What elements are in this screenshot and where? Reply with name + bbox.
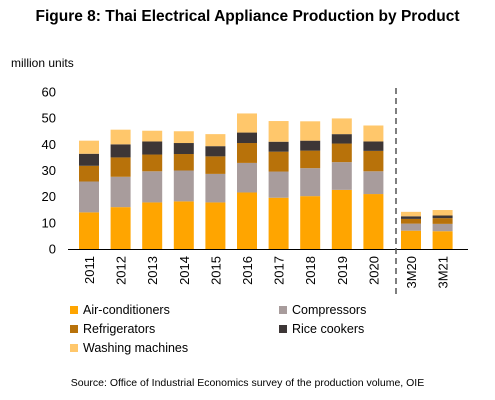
bar-segment-rice-cookers bbox=[363, 141, 384, 151]
bar-segment-washing-machines bbox=[401, 211, 421, 217]
x-tick-label: 2014 bbox=[177, 256, 192, 285]
bar-segment-air-conditioners bbox=[142, 202, 163, 249]
x-tick-label: 2018 bbox=[303, 256, 318, 285]
bar-segment-compressors bbox=[142, 171, 163, 203]
x-tick-label: 3M21 bbox=[436, 256, 451, 289]
bar-segment-compressors bbox=[300, 168, 321, 197]
bar-segment-refrigerators bbox=[110, 157, 131, 177]
bar-segment-air-conditioners bbox=[110, 207, 131, 249]
x-tick-label: 3M20 bbox=[404, 256, 419, 289]
bar-segment-compressors bbox=[205, 173, 226, 203]
legend-label: Refrigerators bbox=[83, 322, 156, 336]
bar-segment-air-conditioners bbox=[432, 231, 453, 249]
x-tick-label: 2017 bbox=[272, 256, 287, 285]
bar-segment-refrigerators bbox=[205, 156, 226, 174]
bar-segment-air-conditioners bbox=[401, 230, 421, 249]
x-tick-label: 2019 bbox=[335, 256, 350, 285]
bar-segment-washing-machines bbox=[205, 134, 226, 147]
bar-segment-air-conditioners bbox=[300, 196, 321, 249]
bar-segment-rice-cookers bbox=[142, 141, 163, 155]
x-tick-label: 2012 bbox=[114, 256, 129, 285]
bar-segment-washing-machines bbox=[142, 130, 163, 142]
bar-segment-compressors bbox=[401, 223, 421, 231]
legend-item-refrigerators: Refrigerators bbox=[70, 322, 155, 336]
x-tick-label: 2015 bbox=[208, 256, 223, 285]
bar-segment-refrigerators bbox=[79, 165, 99, 182]
legend-label: Washing machines bbox=[83, 341, 189, 355]
legend-label: Rice cookers bbox=[292, 322, 365, 336]
bar-segment-rice-cookers bbox=[331, 134, 352, 144]
bar-segment-air-conditioners bbox=[205, 202, 226, 249]
bar-segment-rice-cookers bbox=[110, 144, 131, 158]
x-tick-label: 2020 bbox=[366, 256, 381, 285]
bar-segment-rice-cookers bbox=[268, 141, 289, 152]
legend-item-rice-cookers: Rice cookers bbox=[279, 322, 364, 336]
bar-segment-air-conditioners bbox=[363, 194, 384, 249]
bar-segment-air-conditioners bbox=[331, 189, 352, 249]
bar-segment-washing-machines bbox=[300, 121, 321, 141]
legend-swatch bbox=[70, 325, 78, 333]
bar-segment-washing-machines bbox=[110, 129, 131, 145]
bar-segment-refrigerators bbox=[401, 218, 421, 224]
bar-segment-refrigerators bbox=[142, 154, 163, 172]
bar-segment-rice-cookers bbox=[401, 216, 421, 219]
bar-segment-compressors bbox=[173, 170, 194, 202]
bar-segment-refrigerators bbox=[237, 143, 257, 163]
chart-title: Figure 8: Thai Electrical Appliance Prod… bbox=[35, 8, 460, 25]
y-tick-label: 60 bbox=[42, 85, 56, 100]
legend-swatch bbox=[279, 325, 287, 333]
bar-segment-washing-machines bbox=[268, 121, 289, 142]
bar-segment-air-conditioners bbox=[173, 201, 194, 249]
x-tick-label: 2013 bbox=[145, 256, 160, 285]
source-note: Source: Office of Industrial Economics s… bbox=[70, 377, 425, 389]
bar-segment-washing-machines bbox=[363, 125, 384, 142]
legend-label: Air-conditioners bbox=[83, 303, 170, 317]
bar-segment-compressors bbox=[363, 171, 384, 195]
bar-segment-air-conditioners bbox=[268, 197, 289, 249]
bar-segment-air-conditioners bbox=[237, 192, 257, 249]
bar-segment-refrigerators bbox=[173, 154, 194, 171]
bar-segment-refrigerators bbox=[331, 143, 352, 163]
bar-segment-rice-cookers bbox=[432, 215, 453, 219]
bar-segment-refrigerators bbox=[300, 150, 321, 169]
bar-segment-compressors bbox=[432, 223, 453, 232]
legend-label: Compressors bbox=[292, 303, 367, 317]
y-tick-label: 0 bbox=[49, 242, 56, 257]
bar-segment-refrigerators bbox=[268, 151, 289, 172]
y-tick-label: 30 bbox=[42, 163, 56, 178]
legend-swatch bbox=[70, 344, 78, 352]
bar-segment-compressors bbox=[268, 171, 289, 198]
bar-segment-compressors bbox=[237, 162, 257, 193]
y-tick-label: 50 bbox=[42, 111, 56, 126]
bar-segment-refrigerators bbox=[432, 218, 453, 224]
bar-segment-refrigerators bbox=[363, 150, 384, 172]
bar-segment-rice-cookers bbox=[173, 143, 194, 155]
bar-segment-rice-cookers bbox=[79, 153, 99, 166]
legend-swatch bbox=[279, 306, 287, 314]
x-tick-label: 2011 bbox=[82, 256, 97, 284]
bar-segment-washing-machines bbox=[237, 113, 257, 133]
y-tick-label: 40 bbox=[42, 137, 56, 152]
bar-segment-washing-machines bbox=[331, 118, 352, 135]
legend-item-washing-machines: Washing machines bbox=[70, 341, 188, 355]
y-tick-label: 20 bbox=[42, 189, 56, 204]
bar-segment-compressors bbox=[110, 176, 131, 208]
bar-segment-washing-machines bbox=[432, 210, 453, 216]
bar-segment-compressors bbox=[79, 181, 99, 213]
bar-segment-rice-cookers bbox=[205, 146, 226, 157]
bar-segment-compressors bbox=[331, 162, 352, 190]
x-tick-label: 2016 bbox=[240, 256, 255, 285]
legend-item-compressors: Compressors bbox=[279, 303, 366, 317]
legend-swatch bbox=[70, 306, 78, 314]
bar-segment-rice-cookers bbox=[300, 140, 321, 151]
y-axis-unit-label: million units bbox=[11, 56, 74, 70]
bar-segment-washing-machines bbox=[79, 140, 99, 154]
bar-segment-air-conditioners bbox=[79, 212, 99, 249]
bar-segment-rice-cookers bbox=[237, 132, 257, 144]
bar-segment-washing-machines bbox=[173, 131, 194, 144]
legend-item-air-conditioners: Air-conditioners bbox=[70, 303, 170, 317]
y-tick-label: 10 bbox=[42, 215, 56, 230]
